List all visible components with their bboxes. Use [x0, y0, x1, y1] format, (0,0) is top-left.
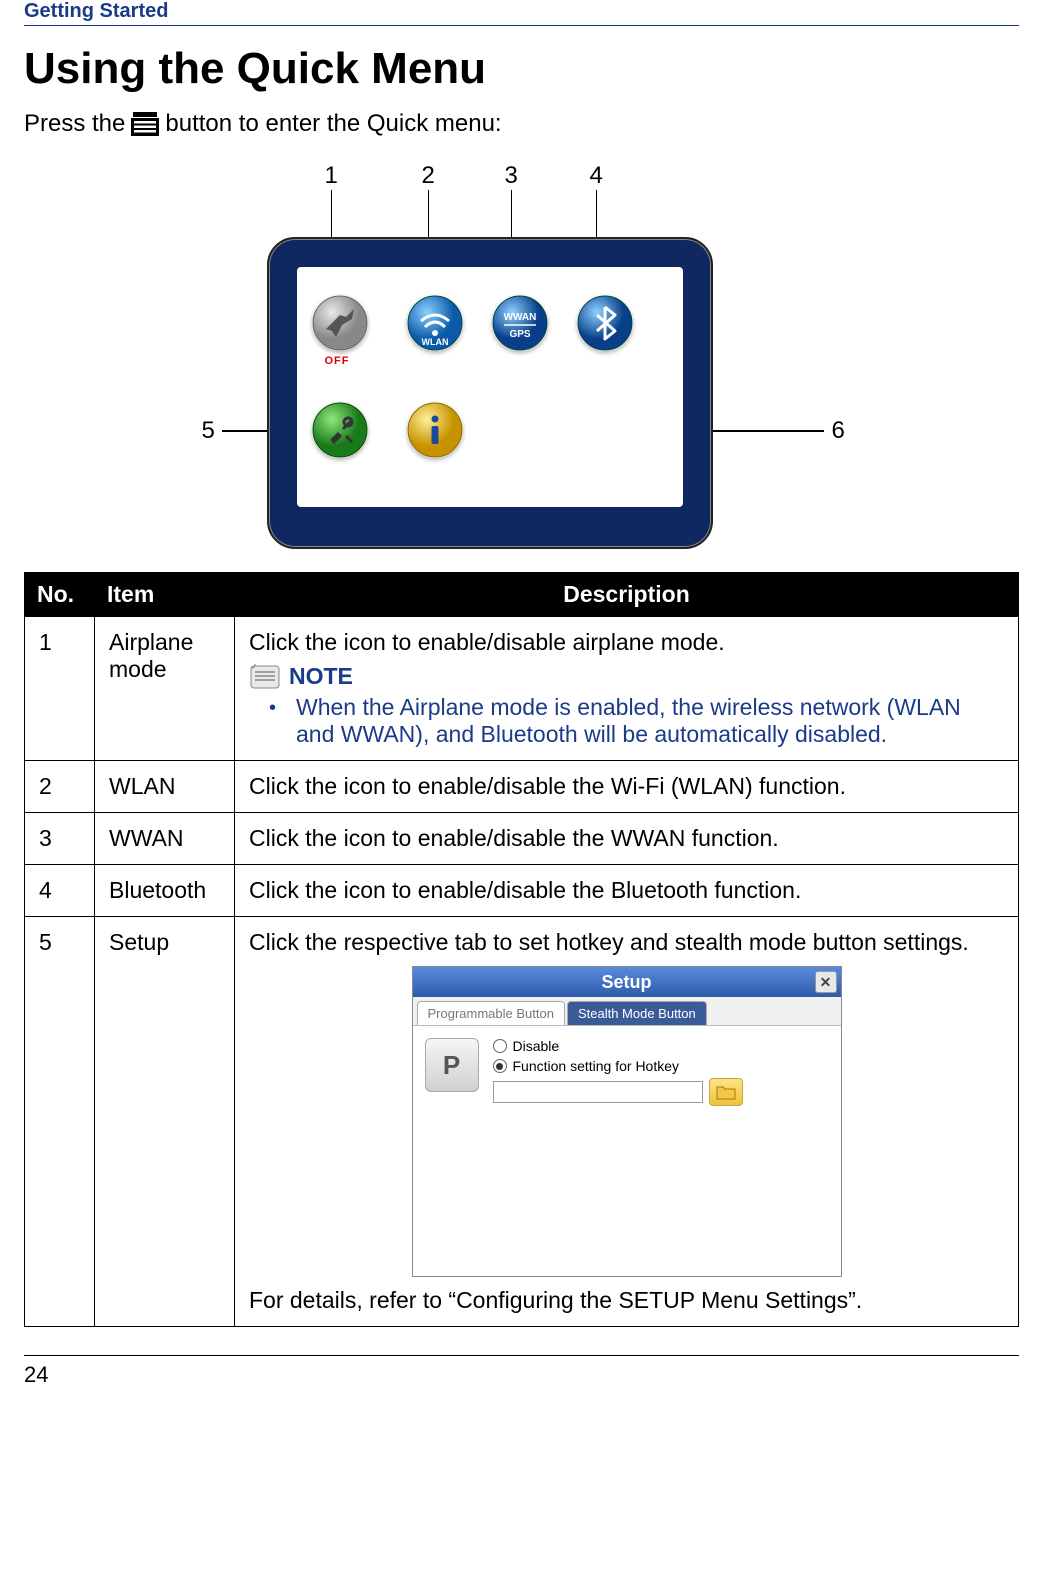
menu-button-icon — [131, 112, 159, 136]
airplane-mode-icon[interactable] — [312, 295, 368, 351]
cell-desc: Click the icon to enable/disable airplan… — [235, 617, 1019, 761]
bluetooth-icon[interactable] — [577, 295, 633, 351]
folder-icon — [716, 1084, 736, 1100]
callout-4: 4 — [590, 162, 603, 190]
table-row: 4 Bluetooth Click the icon to enable/dis… — [25, 865, 1019, 917]
hotkey-path-input[interactable] — [493, 1081, 703, 1103]
radio-function-label: Function setting for Hotkey — [513, 1058, 680, 1074]
radio-icon — [493, 1039, 507, 1053]
cell-desc: Click the icon to enable/disable the Blu… — [235, 865, 1019, 917]
note-label: NOTE — [289, 663, 353, 690]
description-table: No. Item Description 1 Airplane mode Cli… — [24, 572, 1019, 1327]
th-description: Description — [235, 573, 1019, 617]
table-row: 5 Setup Click the respective tab to set … — [25, 917, 1019, 1327]
intro-text: Press the button to enter the Quick menu… — [24, 110, 1019, 138]
device-screen: WLAN WWAN GPS — [297, 267, 683, 507]
setup-body: P Disable Function setting for Hotkey — [413, 1026, 841, 1276]
table-row: 3 WWAN Click the icon to enable/disable … — [25, 813, 1019, 865]
page-title: Using the Quick Menu — [24, 44, 1019, 94]
intro-prefix: Press the — [24, 110, 125, 138]
setup-dialog: Setup ✕ Programmable Button Stealth Mode… — [412, 966, 842, 1277]
wwan-gps-icon[interactable]: WWAN GPS — [492, 295, 548, 351]
info-icon[interactable] — [407, 402, 463, 458]
cell-no: 3 — [25, 813, 95, 865]
cell-desc: Click the icon to enable/disable the WWA… — [235, 813, 1019, 865]
desc-text: Click the icon to enable/disable airplan… — [249, 629, 1004, 656]
cell-desc: Click the icon to enable/disable the Wi-… — [235, 761, 1019, 813]
p-button[interactable]: P — [425, 1038, 479, 1092]
svg-text:WLAN: WLAN — [421, 337, 448, 347]
note-bullet: • When the Airplane mode is enabled, the… — [269, 694, 1004, 748]
cell-no: 2 — [25, 761, 95, 813]
tab-stealth-mode-button[interactable]: Stealth Mode Button — [567, 1001, 707, 1025]
radio-disable-label: Disable — [513, 1038, 560, 1054]
th-no: No. — [25, 573, 95, 617]
cell-no: 4 — [25, 865, 95, 917]
cell-item: Airplane mode — [95, 617, 235, 761]
page-footer: 24 — [24, 1355, 1019, 1388]
setup-titlebar: Setup ✕ — [413, 967, 841, 997]
table-row: 2 WLAN Click the icon to enable/disable … — [25, 761, 1019, 813]
setup-tabs: Programmable Button Stealth Mode Button — [413, 997, 841, 1026]
radio-function-setting[interactable]: Function setting for Hotkey — [493, 1058, 743, 1074]
bullet-dot: • — [269, 694, 276, 748]
callout-1: 1 — [325, 162, 338, 190]
cell-item: WLAN — [95, 761, 235, 813]
table-row: 1 Airplane mode Click the icon to enable… — [25, 617, 1019, 761]
cell-item: WWAN — [95, 813, 235, 865]
wlan-icon[interactable]: WLAN — [407, 295, 463, 351]
device-frame: WLAN WWAN GPS — [267, 237, 713, 549]
page-number: 24 — [24, 1362, 48, 1387]
callout-3: 3 — [505, 162, 518, 190]
cell-item: Bluetooth — [95, 865, 235, 917]
tab-programmable-button[interactable]: Programmable Button — [417, 1001, 565, 1025]
setup-icon[interactable] — [312, 402, 368, 458]
radio-icon — [493, 1059, 507, 1073]
intro-suffix: button to enter the Quick menu: — [165, 110, 501, 138]
cell-no: 1 — [25, 617, 95, 761]
note-text: When the Airplane mode is enabled, the w… — [296, 694, 1004, 748]
note-icon — [249, 662, 283, 690]
radio-disable[interactable]: Disable — [493, 1038, 743, 1054]
desc-tail: For details, refer to “Configuring the S… — [249, 1287, 1004, 1314]
setup-title: Setup — [601, 972, 651, 993]
quick-menu-diagram: 1 2 3 4 5 6 — [132, 162, 912, 552]
close-icon[interactable]: ✕ — [815, 971, 837, 993]
svg-text:GPS: GPS — [509, 329, 530, 340]
browse-button[interactable] — [709, 1078, 743, 1106]
section-header: Getting Started — [24, 0, 1019, 26]
cell-item: Setup — [95, 917, 235, 1327]
cell-desc: Click the respective tab to set hotkey a… — [235, 917, 1019, 1327]
callout-2: 2 — [422, 162, 435, 190]
cell-no: 5 — [25, 917, 95, 1327]
off-label: OFF — [325, 355, 350, 367]
callout-6: 6 — [832, 417, 845, 445]
callout-5: 5 — [202, 417, 215, 445]
svg-text:WWAN: WWAN — [503, 312, 536, 323]
th-item: Item — [95, 573, 235, 617]
desc-text: Click the respective tab to set hotkey a… — [249, 929, 1004, 956]
